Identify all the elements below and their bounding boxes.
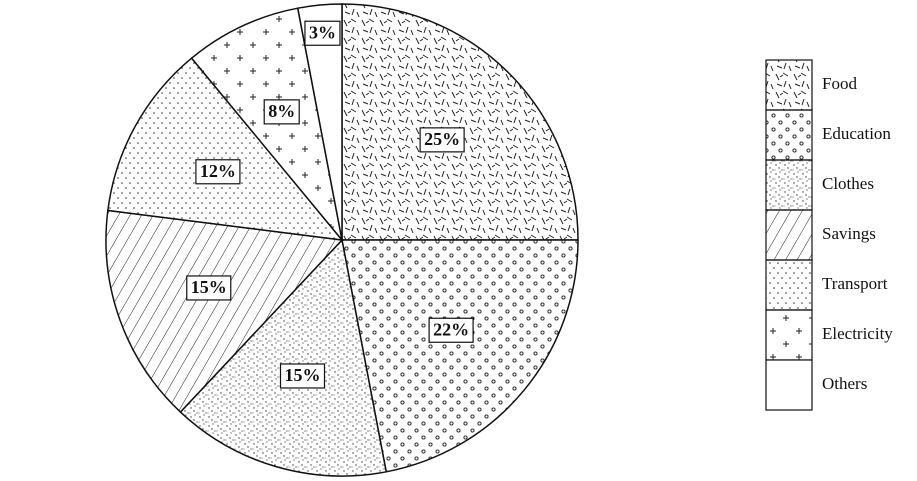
legend-swatch bbox=[766, 260, 812, 310]
value-label: 12% bbox=[200, 161, 236, 181]
legend-swatch bbox=[766, 310, 812, 360]
value-label: 15% bbox=[284, 365, 320, 385]
legend-label: Clothes bbox=[822, 174, 874, 193]
pie-slice-pattern bbox=[342, 4, 578, 240]
legend-swatch bbox=[766, 60, 812, 110]
legend-label: Savings bbox=[822, 224, 876, 243]
legend-swatch bbox=[766, 110, 812, 160]
legend-swatch bbox=[766, 360, 812, 410]
value-label: 25% bbox=[424, 129, 460, 149]
value-label: 15% bbox=[191, 277, 227, 297]
legend-label: Food bbox=[822, 74, 857, 93]
legend-swatch bbox=[766, 210, 812, 260]
legend-swatch bbox=[766, 160, 812, 210]
page: 25% 22% 15% 15% 12% 8% 3% Food Education Clothes S… bbox=[0, 0, 917, 481]
legend-label: Electricity bbox=[822, 324, 893, 343]
value-label: 22% bbox=[433, 319, 469, 339]
chart: 25% 22% 15% 15% 12% 8% 3% Food Education Clothes S… bbox=[0, 0, 917, 481]
legend-label: Others bbox=[822, 374, 867, 393]
legend-label: Education bbox=[822, 124, 891, 143]
value-label: 3% bbox=[309, 22, 336, 42]
value-label: 8% bbox=[268, 101, 295, 121]
legend-label: Transport bbox=[822, 274, 888, 293]
